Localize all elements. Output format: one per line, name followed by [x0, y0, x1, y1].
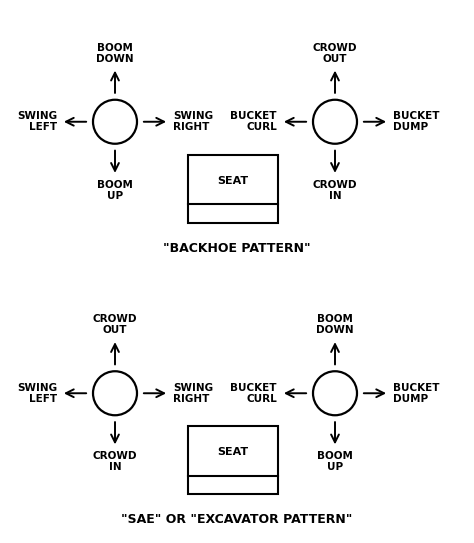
- Text: SWING
LEFT: SWING LEFT: [17, 111, 57, 132]
- Text: CROWD
OUT: CROWD OUT: [93, 314, 137, 335]
- Text: BOOM
UP: BOOM UP: [97, 180, 133, 201]
- Text: CROWD
OUT: CROWD OUT: [313, 42, 357, 64]
- Text: CROWD
IN: CROWD IN: [93, 451, 137, 472]
- Text: BUCKET
DUMP: BUCKET DUMP: [393, 111, 439, 132]
- Text: BUCKET
CURL: BUCKET CURL: [230, 383, 277, 404]
- Text: BOOM
DOWN: BOOM DOWN: [96, 42, 134, 64]
- Text: SWING
RIGHT: SWING RIGHT: [173, 111, 213, 132]
- Text: SEAT: SEAT: [218, 447, 248, 457]
- Text: BOOM
UP: BOOM UP: [317, 451, 353, 472]
- Text: SWING
LEFT: SWING LEFT: [17, 383, 57, 404]
- Text: "BACKHOE PATTERN": "BACKHOE PATTERN": [163, 242, 311, 255]
- Text: "SAE" OR "EXCAVATOR PATTERN": "SAE" OR "EXCAVATOR PATTERN": [121, 513, 353, 526]
- Text: SWING
RIGHT: SWING RIGHT: [173, 383, 213, 404]
- Text: BOOM
DOWN: BOOM DOWN: [316, 314, 354, 335]
- Text: BUCKET
DUMP: BUCKET DUMP: [393, 383, 439, 404]
- Text: SEAT: SEAT: [218, 175, 248, 186]
- Text: CROWD
IN: CROWD IN: [313, 180, 357, 201]
- Bar: [188, 155, 278, 223]
- Text: BUCKET
CURL: BUCKET CURL: [230, 111, 277, 132]
- Bar: [188, 426, 278, 494]
